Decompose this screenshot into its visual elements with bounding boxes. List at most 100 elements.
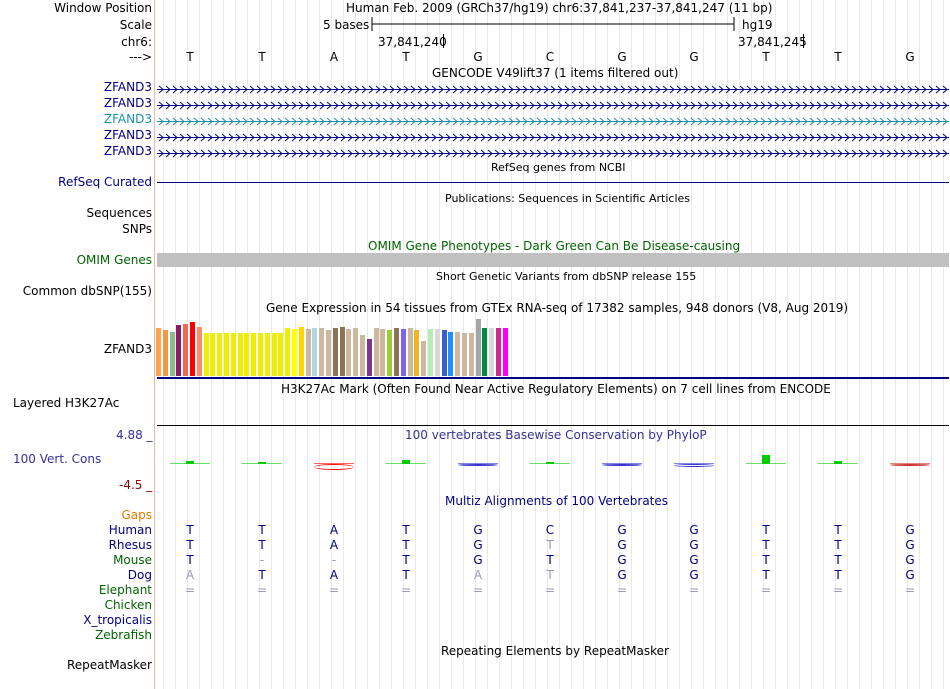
h3k27ac-label[interactable]: Layered H3K27Ac xyxy=(13,396,120,410)
multiz-species-label[interactable]: Mouse xyxy=(113,553,152,567)
gtex-tissue-bar[interactable] xyxy=(448,332,454,376)
gencode-gene-label[interactable]: ZFAND3 xyxy=(103,112,152,126)
gencode-gene-feature[interactable] xyxy=(157,115,949,126)
gtex-tissue-bar[interactable] xyxy=(496,328,501,376)
phylop-score-mark[interactable] xyxy=(762,455,770,464)
gtex-tissue-bar[interactable] xyxy=(264,333,270,376)
phylop-score-mark[interactable] xyxy=(402,460,410,464)
gtex-tissue-bar[interactable] xyxy=(332,328,338,376)
gtex-tissue-bar[interactable] xyxy=(285,328,291,376)
multiz-species-label[interactable]: Elephant xyxy=(98,583,152,597)
phylop-score-mark[interactable] xyxy=(458,464,498,466)
gencode-gene-label[interactable]: ZFAND3 xyxy=(103,144,152,158)
gtex-tissue-bar[interactable] xyxy=(380,329,386,376)
gtex-tissue-bar[interactable] xyxy=(407,328,413,376)
gtex-tissue-bar[interactable] xyxy=(482,328,488,376)
gtex-tissue-bar[interactable] xyxy=(237,333,243,376)
gtex-tissue-bar[interactable] xyxy=(183,324,189,376)
gtex-tissue-bar[interactable] xyxy=(400,329,406,376)
gtex-tissue-bar[interactable] xyxy=(251,333,257,376)
gtex-tissue-bar[interactable] xyxy=(353,328,359,376)
gtex-tissue-bar[interactable] xyxy=(190,322,195,376)
gtex-tissue-bar[interactable] xyxy=(489,328,495,376)
gtex-tissue-bar[interactable] xyxy=(346,329,352,376)
refseq-gene-line[interactable] xyxy=(157,182,949,183)
gtex-tissue-bar[interactable] xyxy=(210,333,216,376)
phylop-score-mark[interactable] xyxy=(834,461,842,464)
gtex-tissue-bar[interactable] xyxy=(360,335,365,376)
gtex-title[interactable]: Gene Expression in 54 tissues from GTEx … xyxy=(266,301,849,315)
publications-title[interactable]: Publications: Sequences in Scientific Ar… xyxy=(445,192,690,205)
gtex-tissue-bar[interactable] xyxy=(387,330,393,376)
multiz-species-label[interactable]: Chicken xyxy=(104,598,152,612)
gtex-tissue-bar[interactable] xyxy=(196,327,202,376)
refseq-label[interactable]: RefSeq Curated xyxy=(58,175,152,189)
gtex-tissue-bar[interactable] xyxy=(326,330,331,376)
gtex-tissue-bar[interactable] xyxy=(428,329,433,376)
phylop-title[interactable]: 100 vertebrates Basewise Conservation by… xyxy=(405,428,707,442)
omim-gene-bar[interactable] xyxy=(157,253,949,267)
gtex-tissue-bar[interactable] xyxy=(305,329,311,376)
multiz-title[interactable]: Multiz Alignments of 100 Vertebrates xyxy=(445,494,669,508)
gtex-tissue-bar[interactable] xyxy=(475,319,481,376)
gencode-gene-feature[interactable] xyxy=(157,131,949,142)
gencode-title[interactable]: GENCODE V49lift37 (1 items filtered out) xyxy=(432,66,679,80)
gencode-gene-label[interactable]: ZFAND3 xyxy=(103,128,152,142)
repeatmasker-title[interactable]: Repeating Elements by RepeatMasker xyxy=(441,644,669,658)
gtex-tissue-bar[interactable] xyxy=(278,333,284,376)
gtex-tissue-bar[interactable] xyxy=(441,330,447,376)
gtex-tissue-bar[interactable] xyxy=(271,333,277,376)
gtex-tissue-bar[interactable] xyxy=(169,332,175,376)
gtex-tissue-bar[interactable] xyxy=(176,325,182,376)
gtex-label[interactable]: ZFAND3 xyxy=(103,342,152,356)
gtex-tissue-bar[interactable] xyxy=(224,333,229,376)
multiz-species-label[interactable]: X_tropicalis xyxy=(83,613,152,627)
gtex-tissue-bar[interactable] xyxy=(312,328,318,376)
gtex-tissue-bar[interactable] xyxy=(394,328,399,376)
omim-label[interactable]: OMIM Genes xyxy=(76,253,152,267)
phylop-score-mark[interactable] xyxy=(314,464,354,470)
gtex-tissue-bar[interactable] xyxy=(292,329,297,376)
gtex-tissue-bar[interactable] xyxy=(421,341,427,376)
multiz-species-label[interactable]: Human xyxy=(108,523,152,537)
gtex-tissue-bar[interactable] xyxy=(162,330,168,376)
refseq-title[interactable]: RefSeq genes from NCBI xyxy=(491,161,626,174)
repeatmasker-label[interactable]: RepeatMasker xyxy=(66,658,152,672)
omim-title[interactable]: OMIM Gene Phenotypes - Dark Green Can Be… xyxy=(368,239,741,253)
gtex-tissue-bar[interactable] xyxy=(156,328,161,376)
gtex-tissue-bar[interactable] xyxy=(366,339,372,376)
gtex-tissue-bar[interactable] xyxy=(468,333,474,376)
gtex-tissue-bar[interactable] xyxy=(258,333,263,376)
snps-label[interactable]: SNPs xyxy=(122,222,152,236)
gencode-gene-feature[interactable] xyxy=(157,99,949,110)
gtex-tissue-bar[interactable] xyxy=(298,327,304,376)
gtex-tissue-bar[interactable] xyxy=(455,332,461,376)
gtex-tissue-bar[interactable] xyxy=(230,333,236,376)
phylop-score-mark[interactable] xyxy=(186,461,194,464)
multiz-species-label[interactable]: Dog xyxy=(127,568,152,582)
phylop-score-mark[interactable] xyxy=(890,464,930,466)
sequences-label[interactable]: Sequences xyxy=(86,206,152,220)
phylop-label[interactable]: 100 Vert. Cons xyxy=(13,452,102,466)
phylop-score-mark[interactable] xyxy=(674,464,714,467)
gtex-tissue-bar[interactable] xyxy=(462,333,467,376)
gtex-tissue-bar[interactable] xyxy=(244,333,250,376)
gencode-gene-feature[interactable] xyxy=(157,147,949,158)
dbsnp-label[interactable]: Common dbSNP(155) xyxy=(22,284,152,298)
gtex-tissue-bar[interactable] xyxy=(434,329,440,376)
gtex-tissue-bar[interactable] xyxy=(217,333,223,376)
gencode-gene-label[interactable]: ZFAND3 xyxy=(103,80,152,94)
gtex-tissue-bar[interactable] xyxy=(414,330,420,376)
dbsnp-title[interactable]: Short Genetic Variants from dbSNP releas… xyxy=(436,270,697,283)
gencode-gene-feature[interactable] xyxy=(157,83,949,94)
gtex-tissue-bar[interactable] xyxy=(373,328,379,376)
multiz-species-label[interactable]: Rhesus xyxy=(108,538,152,552)
phylop-score-mark[interactable] xyxy=(602,464,642,466)
gaps-label[interactable]: Gaps xyxy=(121,508,152,522)
h3k27ac-title[interactable]: H3K27Ac Mark (Often Found Near Active Re… xyxy=(281,382,831,396)
gtex-tissue-bar[interactable] xyxy=(203,333,209,376)
gtex-tissue-bar[interactable] xyxy=(339,327,345,376)
gencode-gene-label[interactable]: ZFAND3 xyxy=(103,96,152,110)
multiz-species-label[interactable]: Zebrafish xyxy=(95,628,152,642)
gtex-tissue-bar[interactable] xyxy=(502,328,508,376)
